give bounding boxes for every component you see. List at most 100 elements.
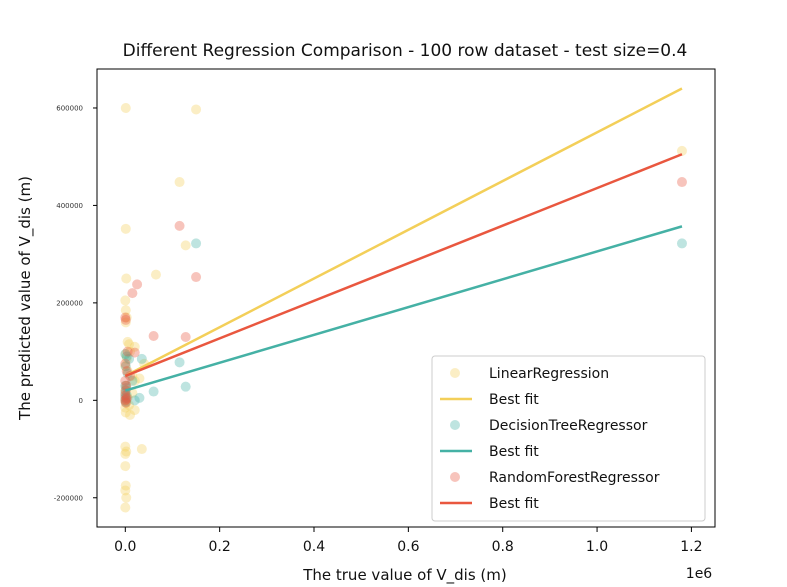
best-fit-line: [124, 87, 683, 378]
data-point: [191, 104, 202, 115]
plot-area-frame: [96, 68, 716, 528]
x-tick-label: 1.0: [586, 539, 608, 555]
data-point: [121, 353, 132, 364]
data-point: [120, 223, 131, 234]
data-point: [120, 314, 131, 325]
data-point: [676, 145, 687, 156]
data-point: [120, 392, 131, 403]
data-point: [124, 339, 135, 350]
data-point: [134, 392, 145, 403]
data-point: [134, 373, 145, 384]
data-point: [120, 375, 131, 386]
data-point: [120, 349, 131, 360]
data-point: [120, 402, 131, 413]
data-point: [120, 312, 131, 323]
data-point: [120, 361, 131, 372]
data-point: [129, 347, 140, 358]
chart-title: Different Regression Comparison - 100 ro…: [123, 41, 688, 61]
scatter-points: [120, 102, 687, 513]
data-point: [120, 390, 131, 401]
y-axis-ticks: -200000 0 200000 400000 600000: [54, 104, 97, 502]
data-point: [180, 240, 191, 251]
x-axis-offset-label: 1e6: [686, 566, 713, 582]
data-point: [132, 279, 143, 290]
legend-marker: [450, 368, 460, 378]
data-point: [121, 492, 132, 503]
data-point: [121, 312, 132, 323]
data-point: [121, 273, 132, 284]
data-point: [129, 395, 140, 406]
data-point: [121, 351, 132, 362]
legend-marker: [450, 472, 460, 482]
data-point: [120, 502, 131, 513]
data-point: [174, 220, 185, 231]
data-point: [124, 400, 135, 411]
y-tick-label: 200000: [56, 299, 83, 307]
data-point: [120, 395, 131, 406]
data-point: [120, 305, 131, 316]
y-tick-label: -200000: [54, 494, 83, 502]
legend-label: RandomForestRegressor: [489, 470, 660, 486]
data-point: [127, 288, 138, 299]
data-point: [120, 485, 131, 496]
data-point: [120, 461, 131, 472]
data-point: [124, 353, 135, 364]
legend-box: [431, 355, 706, 522]
data-point: [120, 448, 131, 459]
data-point: [120, 480, 131, 491]
data-point: [121, 446, 132, 457]
data-point: [121, 392, 132, 403]
y-tick-label: 0: [79, 397, 83, 405]
data-point: [120, 295, 131, 306]
best-fit-lines: [124, 87, 683, 392]
data-point: [191, 272, 202, 283]
data-point: [120, 102, 131, 113]
data-point: [125, 346, 136, 357]
data-point: [121, 390, 132, 401]
x-tick-label: 0.6: [397, 539, 419, 555]
data-point: [191, 238, 202, 249]
data-point: [148, 331, 159, 342]
data-point: [150, 269, 161, 280]
data-point: [129, 375, 140, 386]
data-point: [136, 444, 147, 455]
legend-label: LinearRegression: [489, 366, 609, 382]
legend-label: Best fit: [489, 496, 539, 512]
best-fit-line: [124, 225, 683, 392]
legend-label: Best fit: [489, 392, 539, 408]
legend: LinearRegression Best fit DecisionTreeRegr…: [431, 355, 706, 522]
data-point: [120, 407, 131, 418]
x-tick-label: 0.8: [492, 539, 514, 555]
x-axis-ticks: 0.0 0.2 0.4 0.6 0.8 1.0 1.2: [114, 527, 703, 555]
data-point: [120, 317, 131, 328]
x-tick-label: 0.2: [209, 539, 231, 555]
data-point: [127, 375, 138, 386]
data-point: [122, 336, 133, 347]
data-point: [120, 349, 131, 360]
x-axis-title: The true value of V_dis (m): [302, 566, 507, 585]
data-point: [148, 386, 159, 397]
data-point: [129, 341, 140, 352]
data-point: [120, 395, 131, 406]
x-tick-label: 0.0: [114, 539, 136, 555]
data-point: [120, 358, 131, 369]
x-tick-label: 0.4: [303, 539, 325, 555]
legend-marker: [450, 420, 460, 430]
data-point: [125, 409, 136, 420]
data-point: [121, 380, 132, 391]
data-point: [120, 441, 131, 452]
y-tick-label: 400000: [56, 202, 83, 210]
data-point: [180, 331, 191, 342]
data-point: [129, 405, 140, 416]
data-point: [136, 353, 147, 364]
data-point: [120, 380, 131, 391]
data-point: [121, 380, 132, 391]
best-fit-line: [124, 153, 683, 378]
data-point: [120, 361, 131, 372]
data-point: [120, 397, 131, 408]
data-point: [676, 177, 687, 188]
data-point: [121, 397, 132, 408]
y-axis-title: The predicted value of V_dis (m): [16, 176, 35, 421]
data-point: [121, 394, 132, 405]
